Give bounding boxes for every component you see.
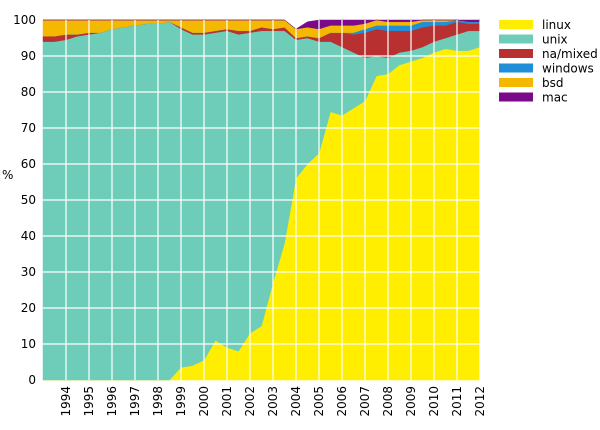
- x-tick-label: 2012: [473, 386, 487, 417]
- y-tick-label: 20: [21, 301, 36, 315]
- x-tick-label: 2002: [243, 386, 257, 417]
- y-tick-label: 100: [13, 13, 36, 27]
- x-axis: 1994 1995 1996 1997 1998 1999 2000 2001 2002 2003…: [59, 386, 487, 417]
- legend-label-mac: mac: [542, 91, 568, 105]
- legend-label-na-mixed: na/mixed: [542, 47, 598, 61]
- x-tick-label: 1995: [82, 386, 96, 417]
- y-tick-label: 0: [28, 373, 36, 387]
- y-tick-label: 50: [21, 193, 36, 207]
- legend-swatch-windows: [499, 63, 533, 73]
- x-tick-label: 2000: [197, 386, 211, 417]
- y-tick-label: 40: [21, 229, 36, 243]
- y-axis-label: %: [2, 168, 13, 182]
- x-tick-label: 2001: [220, 386, 234, 417]
- x-tick-label: 2004: [289, 386, 303, 417]
- y-tick-label: 30: [21, 265, 36, 279]
- legend-label-bsd: bsd: [542, 76, 564, 90]
- y-tick-label: 80: [21, 85, 36, 99]
- x-tick-label: 1998: [151, 386, 165, 417]
- x-tick-label: 1994: [59, 386, 73, 417]
- legend-label-unix: unix: [542, 33, 568, 47]
- x-tick-label: 2011: [450, 386, 464, 417]
- x-tick-label: 1996: [105, 386, 119, 417]
- grid-layer: [43, 20, 481, 380]
- legend-swatch-unix: [499, 34, 533, 44]
- x-tick-label: 2010: [427, 386, 441, 417]
- x-tick-label: 2003: [266, 386, 280, 417]
- x-tick-label: 2009: [404, 386, 418, 417]
- x-tick-label: 1997: [128, 386, 142, 417]
- x-tick-label: 2006: [335, 386, 349, 417]
- x-tick-label: 2008: [381, 386, 395, 417]
- y-tick-label: 10: [21, 337, 36, 351]
- x-tick-label: 2005: [312, 386, 326, 417]
- legend-label-linux: linux: [542, 18, 571, 32]
- y-tick-label: 90: [21, 49, 36, 63]
- x-tick-label: 2007: [358, 386, 372, 417]
- y-tick-label: 60: [21, 157, 36, 171]
- legend-swatch-bsd: [499, 78, 533, 87]
- x-tick-label: 1999: [174, 386, 188, 417]
- legend-swatch-na-mixed: [499, 49, 533, 58]
- legend-label-windows: windows: [542, 62, 594, 76]
- y-axis: 0 10 20 30 40 50 60 70 80 90 100: [13, 13, 36, 387]
- legend-swatch-linux: [499, 20, 533, 29]
- legend-swatch-mac: [499, 92, 533, 102]
- y-tick-label: 70: [21, 121, 36, 135]
